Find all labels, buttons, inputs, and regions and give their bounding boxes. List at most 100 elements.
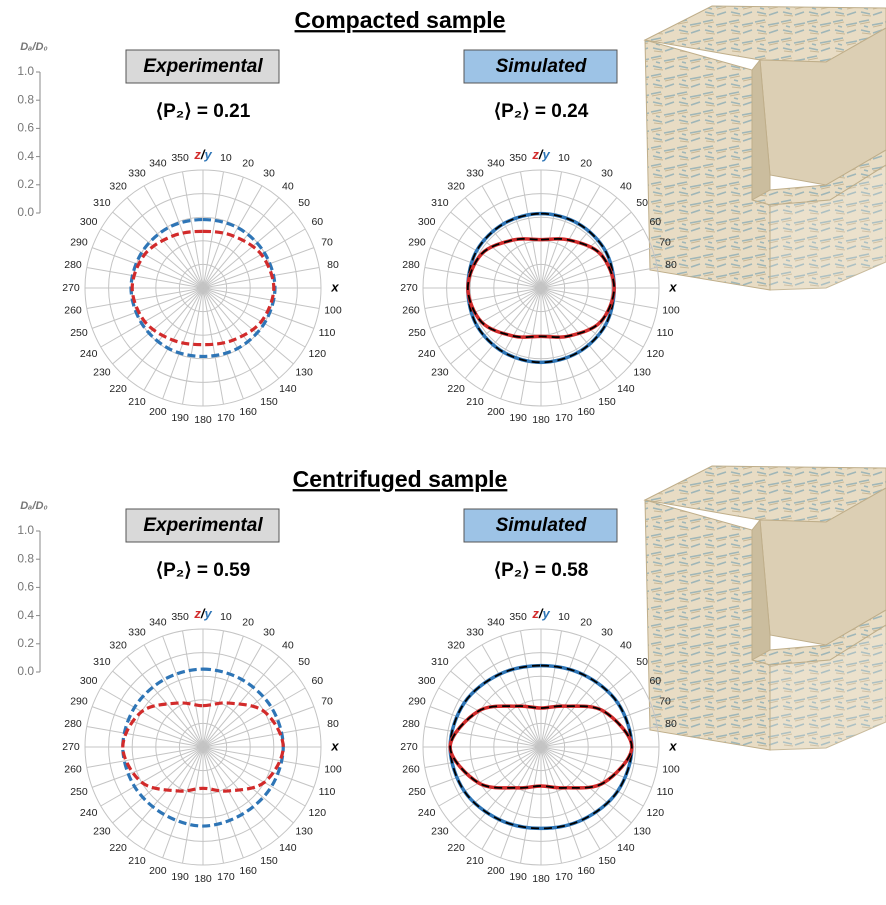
angle-label: 240 — [418, 807, 436, 819]
angle-label: 320 — [447, 640, 465, 652]
angle-label: 270 — [62, 282, 80, 294]
angle-label: 70 — [659, 237, 671, 249]
order-parameter: ⟨P₂⟩ = 0.59 — [156, 560, 251, 581]
angle-label: 20 — [580, 617, 592, 629]
angle-label: 70 — [659, 696, 671, 708]
polar-spoke — [202, 746, 306, 807]
angle-label: z/y — [193, 606, 212, 621]
polar-spoke — [112, 287, 204, 365]
polar-spoke — [424, 726, 542, 748]
polar-spoke — [481, 287, 542, 391]
polar-spoke — [100, 746, 204, 807]
polar-spoke — [202, 287, 320, 309]
radial-tick-label: 0.0 — [17, 205, 34, 219]
angle-label: 120 — [647, 348, 665, 360]
polar-spoke — [202, 287, 280, 379]
panel-label: Experimental — [143, 56, 263, 77]
angle-label: 330 — [466, 167, 484, 179]
radial-tick-label: 0.2 — [17, 636, 34, 650]
angle-label: 110 — [657, 786, 674, 798]
angle-label: z/y — [193, 147, 212, 162]
angle-label: 40 — [282, 640, 294, 652]
polar-spoke — [540, 746, 632, 824]
orientation-curve — [121, 701, 285, 793]
panel-label: Experimental — [143, 515, 263, 536]
polar-spoke — [202, 171, 224, 289]
angle-label: 250 — [70, 786, 88, 798]
radial-tick-label: 0.4 — [17, 608, 34, 622]
angle-label: 40 — [620, 181, 632, 193]
angle-label: 10 — [220, 611, 232, 623]
fit-curve — [449, 705, 633, 789]
angle-label: 50 — [636, 656, 648, 668]
angle-label: x — [330, 279, 339, 294]
polar-spoke — [202, 726, 320, 748]
angle-label: 50 — [298, 197, 310, 209]
polar-spoke — [202, 287, 306, 348]
angle-label: 200 — [149, 865, 167, 877]
angle-label: 130 — [633, 826, 651, 838]
angle-label: 10 — [558, 611, 570, 623]
polar-spoke — [540, 287, 644, 348]
polar-spoke — [500, 287, 542, 400]
polar-spoke — [202, 687, 306, 748]
angle-label: 270 — [400, 282, 418, 294]
polar-spoke — [202, 746, 294, 824]
angle-label: 80 — [665, 259, 677, 271]
polar-spoke — [202, 287, 315, 329]
radial-tick-label: 0.0 — [17, 664, 34, 678]
polar-spoke — [438, 687, 542, 748]
angle-label: 230 — [93, 367, 111, 379]
polar-spoke — [91, 706, 204, 748]
angle-label: 50 — [636, 197, 648, 209]
polar-spoke — [540, 176, 582, 289]
angle-label: 120 — [647, 807, 665, 819]
angle-label: 180 — [532, 873, 550, 885]
polar-spoke — [481, 644, 542, 748]
polar-spoke — [202, 287, 294, 365]
polar-spoke — [520, 171, 542, 289]
polar-spoke — [202, 656, 280, 748]
angle-label: 260 — [402, 764, 420, 776]
radial-axis-label: Dₐ/D₀ — [20, 41, 48, 53]
angle-label: 330 — [128, 167, 146, 179]
polar-spoke — [182, 287, 204, 405]
angle-label: 160 — [577, 406, 595, 418]
polar-spoke — [520, 287, 542, 405]
angle-label: 240 — [80, 807, 98, 819]
polar-spoke — [500, 746, 542, 859]
panel-label-box — [463, 508, 618, 543]
polar-spoke — [540, 171, 562, 289]
polar-spoke — [202, 630, 224, 748]
angle-label: 250 — [408, 786, 426, 798]
polar-spoke — [126, 287, 204, 379]
angle-label: 10 — [558, 152, 570, 164]
polar-spoke — [540, 287, 632, 365]
polar-spoke — [424, 746, 542, 768]
angle-label: 100 — [324, 305, 342, 317]
angle-label: 320 — [447, 181, 465, 193]
polar-spoke — [424, 267, 542, 289]
angle-label: 150 — [260, 396, 278, 408]
polar-spoke — [540, 746, 644, 807]
angle-label: 150 — [598, 855, 616, 867]
angle-label: 260 — [64, 764, 82, 776]
polar-spoke — [540, 228, 644, 289]
polar-spoke — [520, 630, 542, 748]
polar-spoke — [540, 746, 658, 768]
polar-spoke — [202, 211, 294, 289]
angle-label: 250 — [408, 327, 426, 339]
angle-label: 250 — [70, 327, 88, 339]
polar-spoke — [540, 644, 601, 748]
polar-spoke — [540, 746, 618, 838]
polar-spoke — [540, 287, 601, 391]
angle-label: 180 — [194, 873, 212, 885]
orientation-curve — [448, 663, 634, 831]
polar-spoke — [540, 287, 562, 405]
order-parameter: ⟨P₂⟩ = 0.58 — [494, 560, 589, 581]
angle-label: 270 — [400, 741, 418, 753]
angle-label: x — [330, 738, 339, 753]
polar-spoke — [438, 228, 542, 289]
angle-label: 280 — [402, 259, 420, 271]
polar-spoke — [143, 746, 204, 850]
